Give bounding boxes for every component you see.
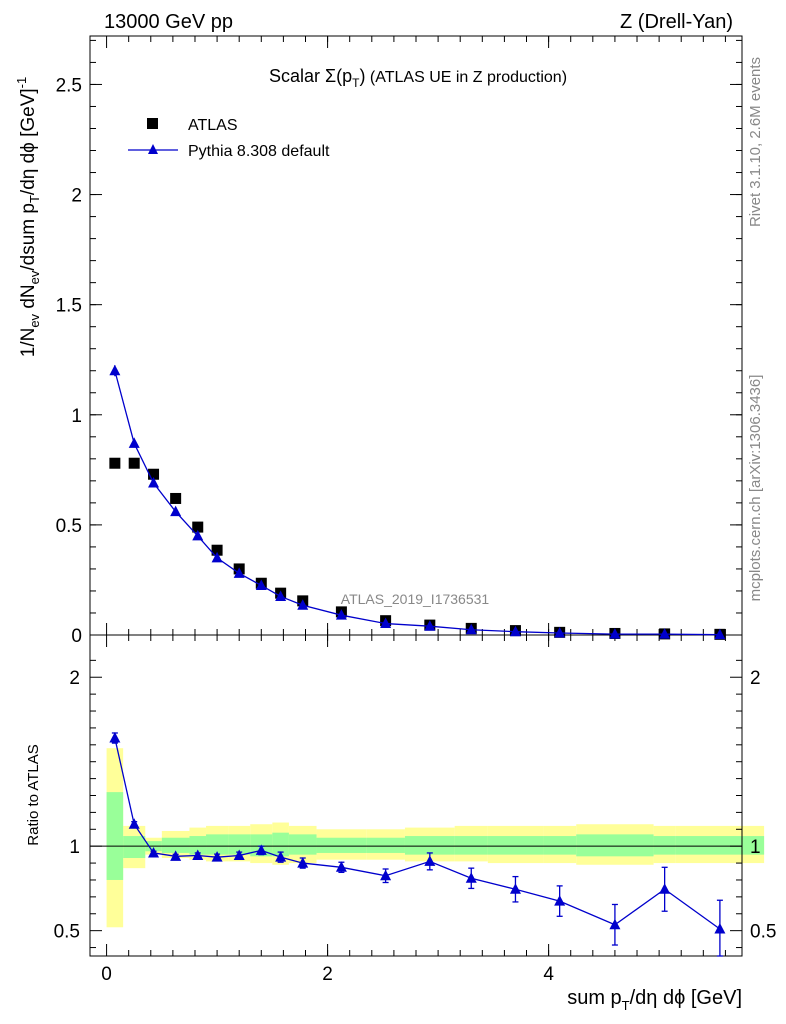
x-axis-title: sum pT/dη dϕ [GeV] — [567, 987, 742, 1013]
mc-point — [380, 617, 392, 629]
ratio-point — [255, 844, 267, 855]
ratio-point — [335, 861, 347, 872]
atlas-data-point — [128, 457, 140, 469]
main-y-tick-label: 0.5 — [56, 516, 82, 537]
band-inner-bin — [454, 836, 488, 855]
ratio-point — [714, 922, 726, 934]
mc-point — [211, 551, 223, 563]
ratio-point — [211, 851, 223, 862]
mc-point — [275, 590, 287, 601]
main-y-tick-label: 2.5 — [56, 75, 82, 96]
ratio-point — [109, 732, 121, 743]
main-y-tick-label: 1.5 — [56, 296, 82, 317]
mc-point — [148, 477, 160, 488]
ratio-point — [424, 855, 436, 866]
ratio-point — [128, 818, 140, 829]
ratio-y-tick-label-right: 1 — [750, 837, 761, 858]
mc-point — [255, 579, 267, 590]
legend-mc-marker — [148, 144, 158, 154]
ratio-y-tick-label-right: 2 — [750, 668, 761, 689]
mc-point — [128, 437, 140, 448]
band-inner-bin — [316, 837, 367, 853]
main-y-tick-label: 1 — [71, 406, 82, 427]
ratio-point — [465, 872, 477, 883]
band-inner-bin — [653, 836, 676, 855]
band-inner-bin — [487, 836, 544, 855]
band-inner-bin — [366, 837, 405, 853]
main-y-tick-label: 0 — [71, 626, 82, 647]
ratio-y-tick-label: 1 — [69, 837, 80, 858]
x-tick-label: 4 — [543, 964, 554, 985]
watermark: ATLAS_2019_I1736531 — [341, 591, 490, 607]
ratio-frame — [89, 634, 743, 957]
band-inner-bin — [161, 837, 190, 853]
main-y-tick-label: 2 — [71, 186, 82, 207]
header-right: Z (Drell-Yan) — [620, 11, 733, 33]
band-inner-bin — [543, 836, 577, 855]
ratio-y-tick-label: 2 — [69, 668, 80, 689]
ratio-point — [554, 895, 566, 906]
ratio-y-axis-title: Ratio to ATLAS — [25, 744, 42, 845]
legend-mc-label: Pythia 8.308 default — [188, 143, 330, 160]
mc-point — [509, 625, 521, 637]
series — [109, 364, 726, 957]
mc-point — [233, 567, 245, 578]
band-inner-bin — [576, 834, 654, 857]
band-inner-bin — [106, 792, 124, 880]
title-rest: (ATLAS UE in Z production) — [365, 69, 567, 86]
ratio-point — [275, 851, 287, 862]
atlas-data-point — [170, 492, 182, 504]
x-tick-label: 2 — [322, 964, 333, 985]
ratio-y-tick-label: 0.5 — [54, 922, 80, 943]
legend: ATLAS Pythia 8.308 default — [128, 117, 330, 160]
ratio-point — [297, 857, 309, 868]
band-inner-bin — [272, 832, 289, 857]
main-y-axis-title: 1/Nev dNev/dsum pT/dη dϕ [GeV]-1 — [14, 77, 42, 358]
axes: 0 0.5 1 1.5 2 2.5 0 2 4 0.5 0.5 1 1 2 2 — [54, 36, 776, 985]
ratio-point — [380, 869, 392, 881]
ratio-point — [170, 850, 182, 861]
ratio-point — [509, 883, 521, 894]
title-sub: T — [352, 76, 360, 90]
legend-data-marker — [147, 118, 158, 129]
ratio-point — [148, 846, 160, 858]
title-close: ) — [359, 66, 365, 86]
header-left: 13000 GeV pp — [104, 11, 233, 33]
atlas-data-point — [192, 521, 204, 533]
band-inner-bin — [228, 834, 251, 855]
atlas-data-point — [148, 468, 160, 480]
mc-point — [659, 628, 671, 639]
band-inner-bin — [123, 836, 146, 859]
mc-point — [714, 628, 726, 640]
mc-point — [297, 599, 309, 610]
rivet-label: Rivet 3.1.10, 2.6M events — [747, 57, 764, 227]
ratio-point — [233, 849, 245, 860]
band-inner-bin — [189, 836, 207, 855]
mc-point — [424, 620, 436, 631]
title-prefix: Scalar — [269, 66, 325, 86]
band-inner-bin — [404, 836, 455, 855]
uncertainty-bands — [90, 748, 765, 928]
mc-point — [609, 628, 621, 639]
title-sigma: Σ(p — [325, 66, 352, 86]
mc-point — [554, 627, 566, 638]
mc-point — [109, 364, 121, 376]
source-label: mcplots.cern.ch [arXiv:1306.3436] — [747, 375, 764, 602]
band-inner-bin — [206, 834, 229, 855]
band-inner-bin — [288, 834, 317, 855]
mc-point — [192, 529, 204, 541]
legend-data-label: ATLAS — [188, 117, 238, 134]
mc-point — [170, 505, 182, 517]
ratio-point — [192, 849, 204, 860]
ratio-y-tick-label-right: 0.5 — [750, 922, 776, 943]
atlas-data-point — [211, 544, 223, 556]
ratio-point — [659, 883, 671, 894]
plot-title: Scalar Σ(pT) (ATLAS UE in Z production) — [269, 66, 567, 90]
x-tick-label: 0 — [101, 964, 112, 985]
mc-point — [335, 609, 347, 620]
atlas-data-point — [109, 457, 121, 469]
ratio-point — [609, 918, 621, 930]
mc-point — [465, 623, 477, 635]
